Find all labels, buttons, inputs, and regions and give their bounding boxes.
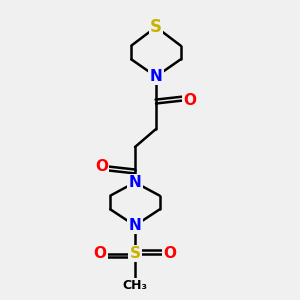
Text: N: N [129,175,141,190]
Text: O: O [93,246,106,261]
Text: N: N [129,218,141,233]
Text: S: S [150,18,162,36]
Text: CH₃: CH₃ [122,279,148,292]
Text: O: O [164,246,177,261]
Text: O: O [183,93,196,108]
Text: S: S [130,246,140,261]
Text: N: N [150,69,162,84]
Text: O: O [95,159,108,174]
